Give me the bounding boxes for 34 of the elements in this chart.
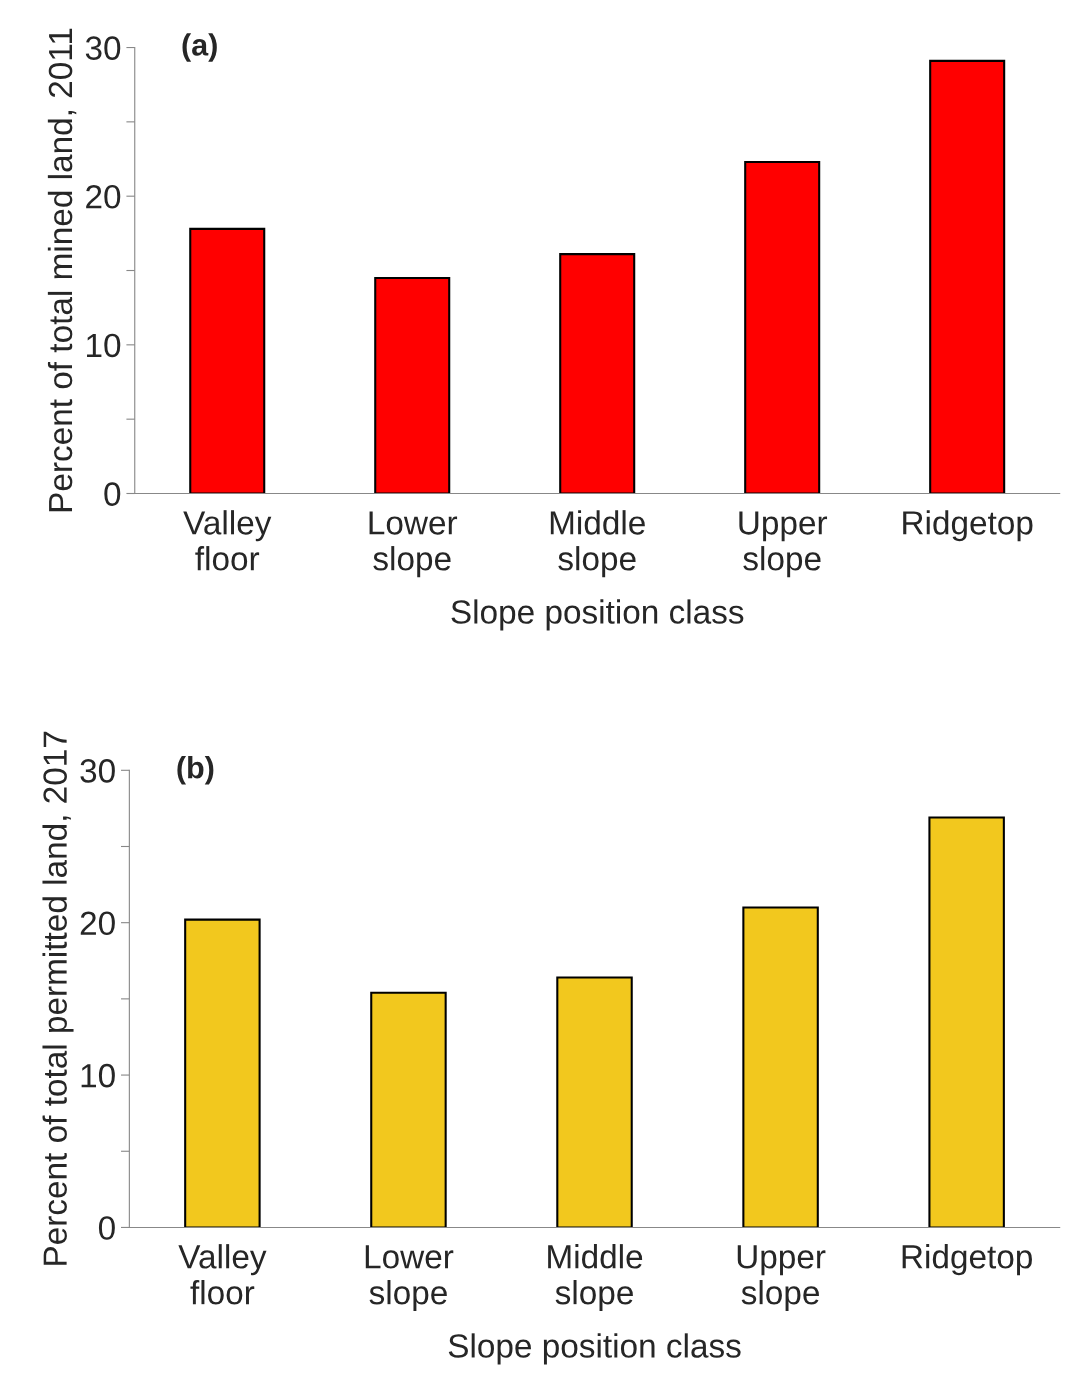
y-tick-label: 20 [86,184,121,209]
bar [556,976,633,1228]
y-axis-title: Percent of total permitted land, 2017 [42,731,74,1265]
bar [559,253,636,494]
x-axis-title: Slope position class [448,1333,741,1365]
x-tick-label: Upper slope [739,511,828,578]
bar [929,59,1006,494]
y-tick-label: 20 [80,911,115,936]
y-tick-label: 10 [87,333,121,358]
y-axis-title: Percent of total mined land, 2011 [47,28,77,512]
bar [184,918,261,1228]
chart-title: (b) [177,756,214,785]
bar [189,227,266,494]
x-tick-label: Lower slope [369,511,458,578]
x-tick-label: Lower slope [365,1245,454,1312]
bar [374,276,451,494]
x-tick-label: Ridgetop [902,1244,1032,1276]
x-axis-title: Slope position class [451,599,744,631]
y-tick-label: 30 [85,36,121,60]
x-tick-label: Ridgetop [903,510,1033,542]
y-tick-label: 30 [80,759,115,783]
chart-title: (a) [182,33,217,62]
x-tick-label: Middle slope [548,1244,643,1312]
bar [928,816,1005,1228]
bar [370,991,447,1228]
bar [744,160,821,494]
x-tick-label: Valley floor [178,1244,267,1305]
x-tick-label: Middle slope [550,510,645,578]
x-tick-label: Valley floor [183,510,272,571]
y-tick-label: 10 [81,1063,115,1088]
x-tick-label: Upper slope [737,1245,826,1312]
bar [742,906,819,1228]
y-tick-label: 0 [104,482,121,506]
y-tick-label: 0 [98,1216,115,1240]
